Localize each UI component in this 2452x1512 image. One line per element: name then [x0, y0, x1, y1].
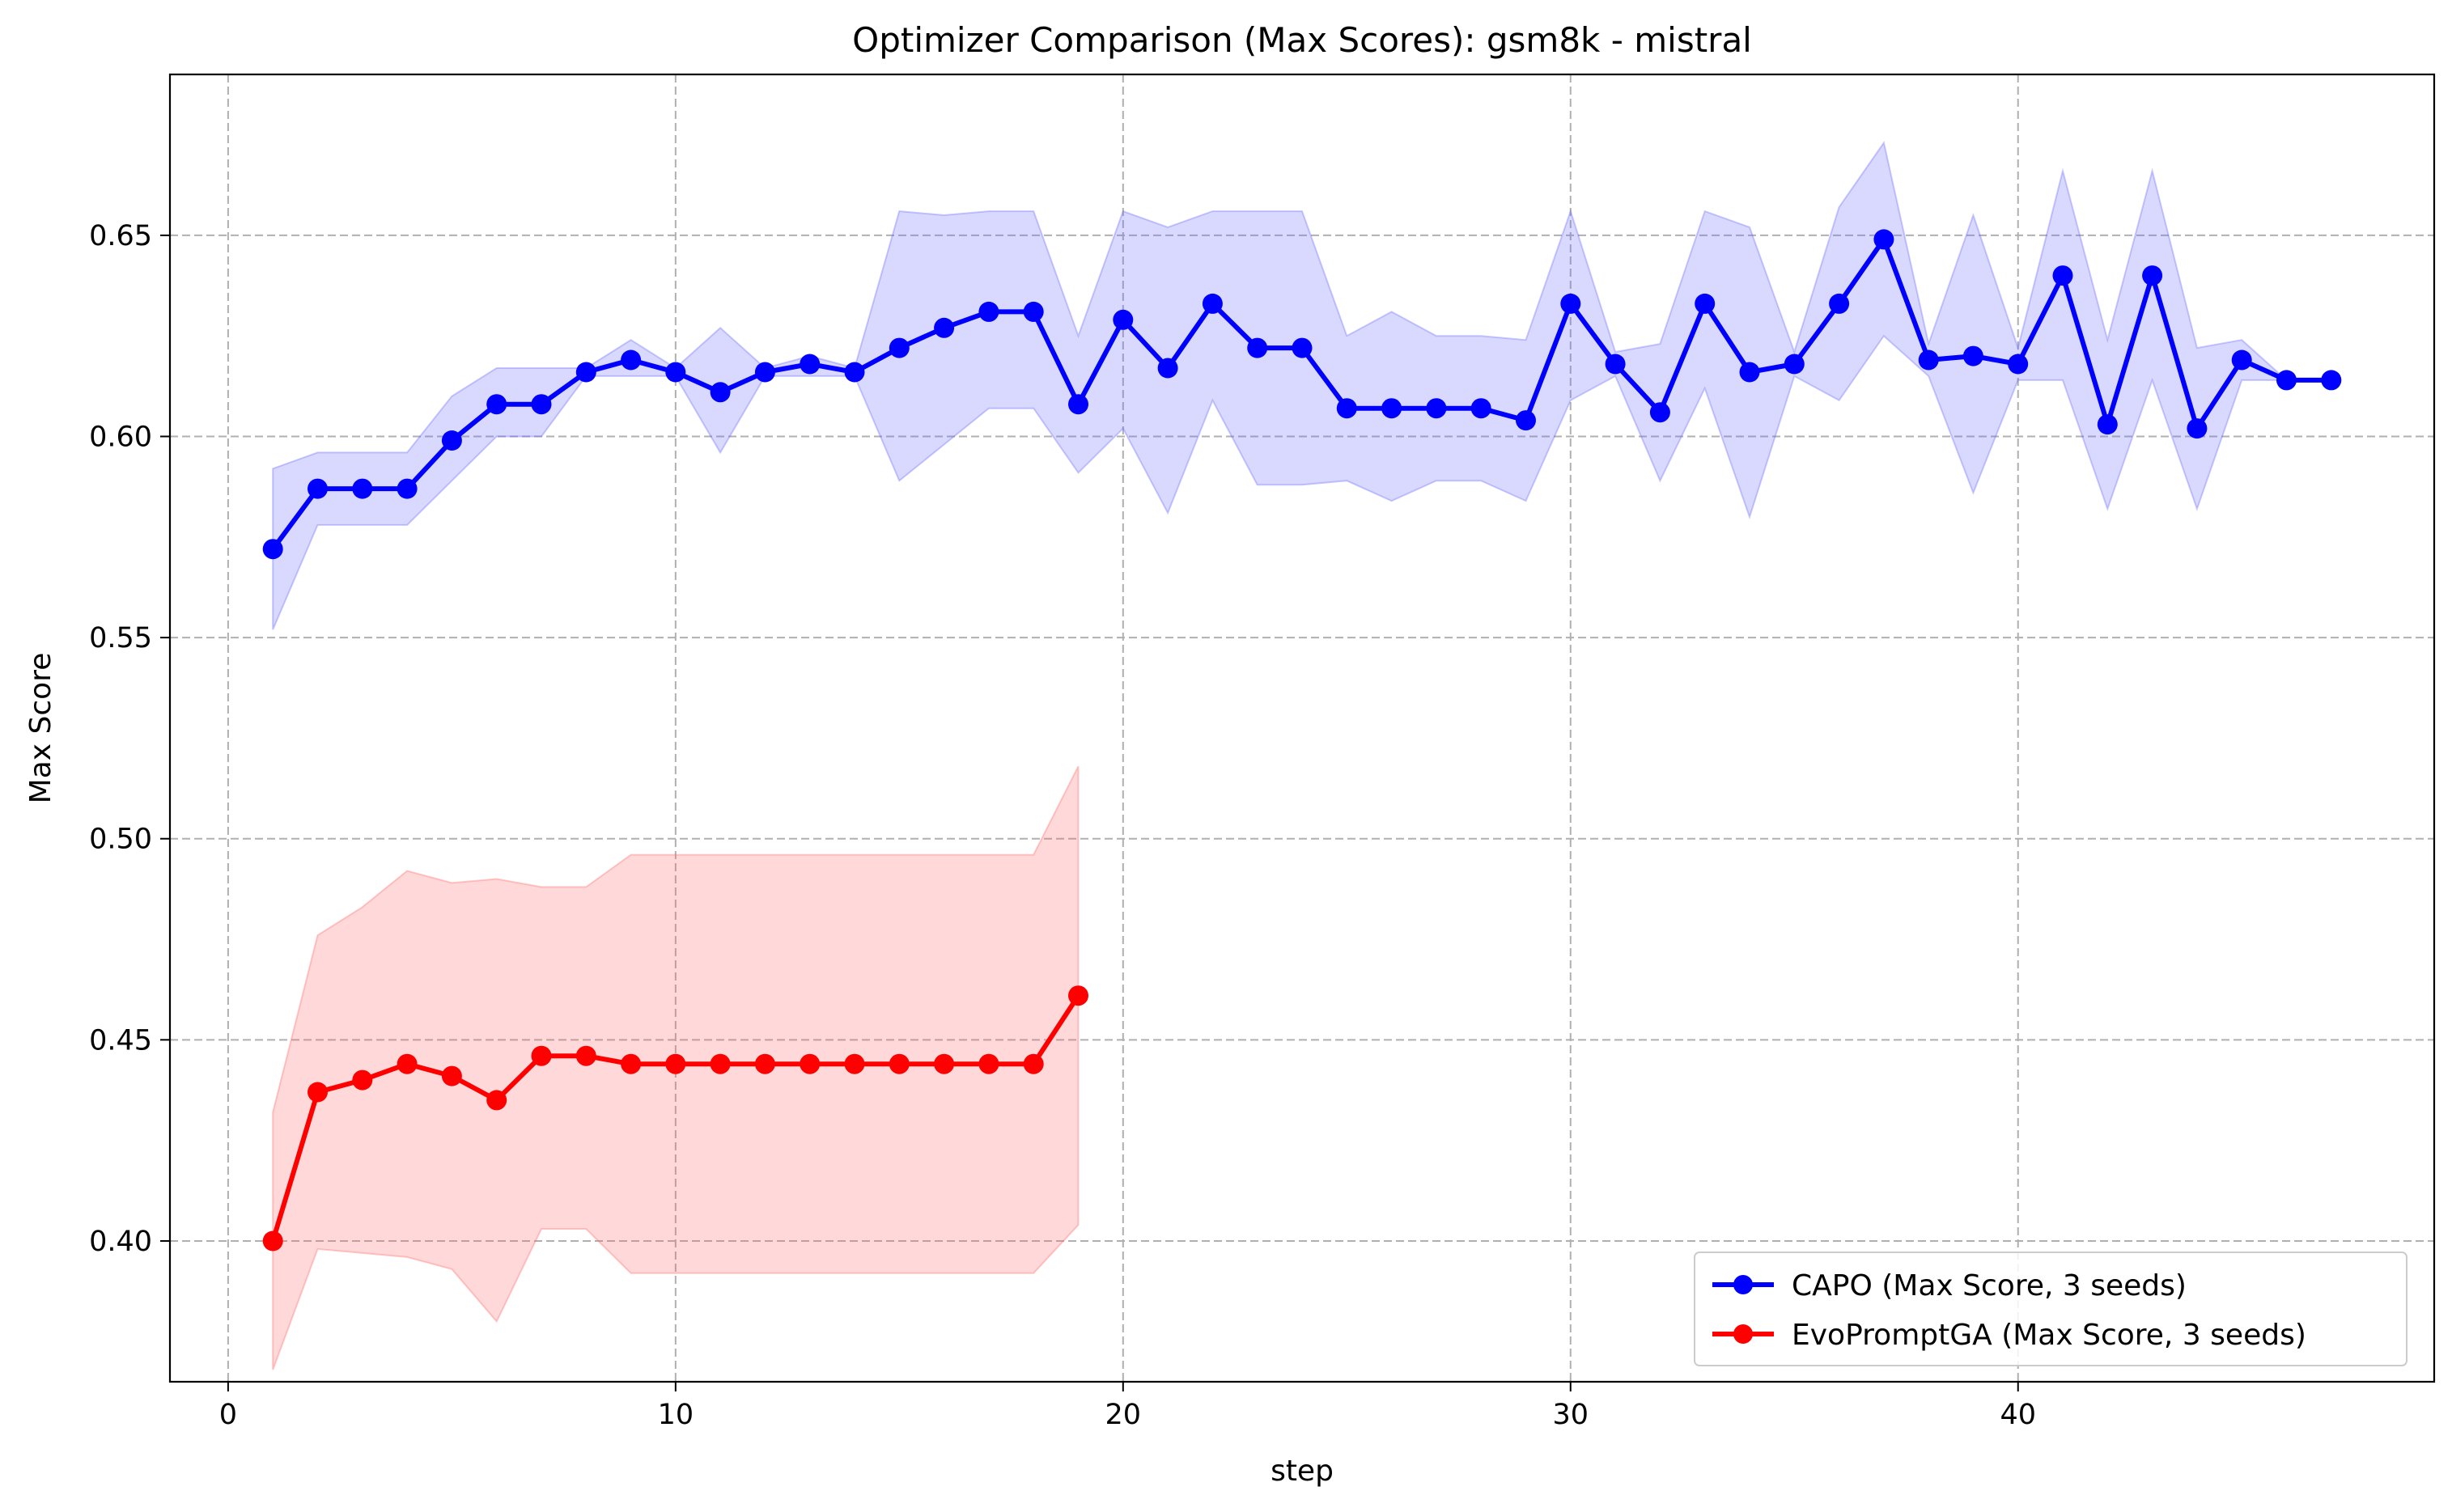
point-capo	[1605, 354, 1626, 375]
legend-label-evopromptga: EvoPromptGA (Max Score, 3 seeds)	[1792, 1319, 2306, 1352]
y-tick-label: 0.45	[89, 1024, 152, 1057]
legend-label-capo: CAPO (Max Score, 3 seeds)	[1792, 1269, 2187, 1302]
point-capo	[1068, 394, 1088, 415]
point-capo	[2187, 418, 2208, 439]
legend-box	[1694, 1252, 2407, 1366]
point-capo	[1962, 345, 1983, 366]
point-evopromptga	[710, 1053, 731, 1074]
point-evopromptga	[844, 1053, 865, 1074]
point-capo	[262, 539, 283, 560]
point-evopromptga	[934, 1053, 955, 1074]
chart-title: Optimizer Comparison (Max Scores): gsm8k…	[852, 20, 1752, 60]
y-tick-label: 0.50	[89, 824, 152, 856]
grid-lines	[170, 74, 2434, 1382]
x-tick-label: 10	[658, 1399, 694, 1431]
point-evopromptga	[800, 1053, 821, 1074]
point-capo	[934, 317, 955, 338]
y-tick-label: 0.55	[89, 622, 152, 654]
point-capo	[1023, 301, 1044, 322]
x-axis-label: step	[1271, 1455, 1334, 1488]
y-tick-label: 0.60	[89, 421, 152, 454]
point-capo	[2097, 414, 2118, 435]
point-capo	[889, 337, 910, 358]
point-capo	[1381, 398, 1402, 419]
point-capo	[1157, 358, 1178, 379]
point-capo	[1292, 337, 1313, 358]
point-capo	[2052, 265, 2073, 286]
point-capo	[1202, 293, 1223, 314]
point-evopromptga	[889, 1053, 910, 1074]
x-axis-ticks: 0 10 20 30 40	[219, 1382, 2036, 1431]
point-capo	[1784, 354, 1805, 375]
point-capo	[1247, 337, 1268, 358]
point-capo	[710, 382, 731, 403]
point-evopromptga	[308, 1082, 328, 1103]
point-capo	[844, 362, 865, 383]
point-evopromptga	[352, 1069, 373, 1091]
x-tick-label: 40	[2000, 1399, 2036, 1431]
point-evopromptga	[754, 1053, 775, 1074]
legend-marker-evopromptga	[1733, 1324, 1753, 1344]
point-capo	[1470, 398, 1491, 419]
point-capo	[531, 394, 552, 415]
point-capo	[1426, 398, 1447, 419]
point-capo	[397, 478, 418, 499]
point-capo	[754, 362, 775, 383]
point-capo	[665, 362, 686, 383]
point-evopromptga	[1068, 985, 1088, 1006]
point-capo	[1516, 410, 1536, 431]
point-capo	[575, 362, 596, 383]
point-capo	[1649, 402, 1670, 423]
point-evopromptga	[575, 1045, 596, 1066]
y-tick-label: 0.40	[89, 1226, 152, 1258]
point-evopromptga	[621, 1053, 642, 1074]
point-capo	[2321, 370, 2342, 391]
point-capo	[2142, 265, 2163, 286]
series-points	[262, 229, 2342, 1252]
point-capo	[1695, 293, 1716, 314]
point-capo	[2276, 370, 2297, 391]
point-capo	[1560, 293, 1581, 314]
x-tick-label: 0	[219, 1399, 237, 1431]
point-evopromptga	[531, 1045, 552, 1066]
point-capo	[1829, 293, 1850, 314]
x-tick-label: 30	[1553, 1399, 1589, 1431]
point-evopromptga	[665, 1053, 686, 1074]
point-capo	[800, 354, 821, 375]
point-evopromptga	[486, 1090, 507, 1111]
point-capo	[621, 349, 642, 371]
legend-marker-capo	[1733, 1275, 1753, 1294]
y-axis-ticks: 0.40 0.45 0.50 0.55 0.60 0.65	[89, 220, 170, 1258]
point-evopromptga	[397, 1053, 418, 1074]
y-axis-label: Max Score	[24, 653, 57, 804]
legend: CAPO (Max Score, 3 seeds) EvoPromptGA (M…	[1694, 1252, 2407, 1366]
point-evopromptga	[262, 1230, 283, 1252]
point-evopromptga	[978, 1053, 999, 1074]
point-capo	[352, 478, 373, 499]
plot-frame	[168, 73, 2436, 1383]
point-capo	[2008, 354, 2029, 375]
point-capo	[308, 478, 328, 499]
x-tick-label: 20	[1105, 1399, 1142, 1431]
point-evopromptga	[1023, 1053, 1044, 1074]
point-capo	[2231, 349, 2252, 371]
point-capo	[1918, 349, 1939, 371]
point-capo	[1113, 309, 1134, 330]
point-capo	[486, 394, 507, 415]
point-capo	[441, 430, 462, 451]
point-capo	[1873, 229, 1894, 250]
point-capo	[1739, 362, 1760, 383]
point-capo	[978, 301, 999, 322]
y-tick-label: 0.65	[89, 220, 152, 252]
point-evopromptga	[441, 1065, 462, 1086]
point-capo	[1336, 398, 1357, 419]
